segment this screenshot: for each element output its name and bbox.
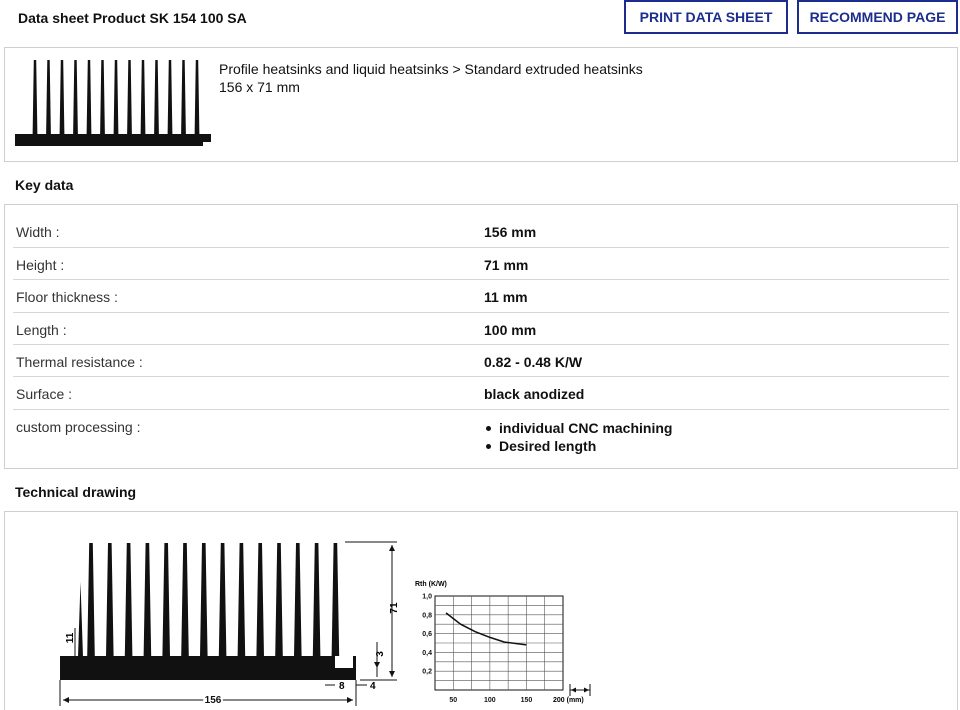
- table-row: Length : 100 mm: [13, 313, 949, 345]
- dim-offset-label: 4: [370, 681, 376, 692]
- row-value: 156 mm: [484, 224, 537, 240]
- heatsink-fin: [218, 543, 227, 657]
- heatsink-fin: [100, 60, 105, 135]
- category-breadcrumb: Profile heatsinks and liquid heatsinks >…: [219, 61, 643, 77]
- dim-floor-label: 11: [65, 632, 76, 643]
- technical-drawing-heading: Technical drawing: [15, 484, 137, 500]
- row-label: Floor thickness :: [16, 289, 118, 305]
- heatsink-fin: [140, 60, 146, 135]
- row-label: Width :: [16, 224, 60, 240]
- y-tick-label: 0,6: [422, 631, 432, 638]
- heatsink-fin: [312, 543, 321, 657]
- heatsink-fin: [294, 543, 302, 657]
- table-row: Surface : black anodized: [13, 377, 949, 410]
- table-row: Floor thickness : 11 mm: [13, 280, 949, 313]
- page-title: Data sheet Product SK 154 100 SA: [18, 10, 247, 26]
- heatsink-fin: [78, 582, 83, 657]
- key-data-heading: Key data: [15, 177, 74, 193]
- heatsink-fin: [73, 60, 78, 135]
- custom-processing-list: individual CNC machining Desired length: [484, 419, 672, 455]
- row-label: custom processing :: [16, 419, 141, 435]
- y-tick-label: 0,4: [422, 650, 432, 657]
- y-tick-label: 0,2: [422, 669, 432, 676]
- heatsink-fin: [237, 543, 246, 657]
- product-summary-panel: Profile heatsinks and liquid heatsinks >…: [4, 47, 958, 162]
- heatsink-fin: [162, 543, 170, 657]
- key-data-table: Width : 156 mm Height : 71 mm Floor thic…: [4, 204, 958, 469]
- row-value: 100 mm: [484, 322, 537, 338]
- print-data-sheet-button[interactable]: PRINT DATA SHEET: [624, 0, 788, 34]
- heatsink-fin: [143, 543, 152, 657]
- heatsink-fin: [200, 543, 208, 657]
- x-tick-label: 150: [521, 697, 533, 704]
- x-tick-label: 50: [449, 697, 457, 704]
- heatsink-fin: [331, 543, 340, 657]
- heatsink-fin: [256, 543, 264, 657]
- y-tick-label: 0,8: [422, 612, 432, 619]
- heatsink-fin: [194, 60, 200, 135]
- y-tick-label: 1,0: [422, 594, 432, 601]
- dim-height-label: 71: [389, 602, 400, 614]
- row-label: Length :: [16, 322, 67, 338]
- heatsink-fin: [124, 543, 133, 657]
- table-row: Height : 71 mm: [13, 248, 949, 280]
- row-value: black anodized: [484, 386, 585, 402]
- heatsink-fin: [32, 60, 38, 135]
- product-dimensions: 156 x 71 mm: [219, 79, 300, 95]
- heatsink-fin: [275, 543, 283, 657]
- row-label: Thermal resistance :: [16, 354, 143, 370]
- heatsink-fin: [86, 60, 92, 135]
- chart-xlabel: 200 (mm): [553, 697, 584, 704]
- heatsink-fin: [106, 543, 114, 657]
- heatsink-fin: [154, 60, 159, 135]
- heatsink-profile-icon: [15, 60, 211, 148]
- table-row: custom processing : individual CNC machi…: [13, 410, 949, 465]
- recommend-page-button[interactable]: RECOMMEND PAGE: [797, 0, 958, 34]
- row-value: 71 mm: [484, 257, 529, 273]
- series-line: [445, 612, 527, 646]
- heatsink-fin: [181, 60, 186, 135]
- dim-step-label: 8: [339, 681, 345, 692]
- list-item: Desired length: [484, 437, 672, 455]
- thermal-resistance-chart: Rth (K/W) 1,0 0,8 0,6 0,4 0,2 50 100 150 200 (…: [415, 581, 591, 704]
- heatsink-fin: [87, 543, 95, 657]
- heatsink-fin: [127, 60, 132, 135]
- heatsink-fin: [181, 543, 189, 657]
- list-item: individual CNC machining: [484, 419, 672, 437]
- table-row: Width : 156 mm: [13, 215, 949, 248]
- dim-width-label: 156: [205, 695, 222, 706]
- heatsink-fin: [167, 60, 173, 135]
- row-label: Surface :: [16, 386, 73, 402]
- table-row: Thermal resistance : 0.82 - 0.48 K/W: [13, 345, 949, 377]
- chart-ylabel: Rth (K/W): [415, 581, 447, 588]
- row-value: 11 mm: [484, 289, 528, 305]
- x-tick-label: 100: [484, 697, 496, 704]
- technical-drawing-panel: 156 71 11 3 8 4 Rth (K/W) 1,0 0,8 0,6 0,4 0,…: [4, 511, 958, 710]
- row-value: 0.82 - 0.48 K/W: [484, 354, 583, 370]
- dim-edge-label: 3: [375, 651, 386, 657]
- row-label: Height :: [16, 257, 65, 273]
- technical-drawing: 156 71 11 3 8 4 Rth (K/W) 1,0 0,8 0,6 0,4 0,…: [59, 541, 591, 708]
- top-bar: Data sheet Product SK 154 100 SA PRINT D…: [0, 0, 960, 40]
- heatsink-drawing: 156 71 11 3 8 4: [59, 541, 400, 708]
- heatsink-fin: [113, 60, 119, 135]
- heatsink-fin: [59, 60, 65, 135]
- heatsink-fin: [46, 60, 51, 135]
